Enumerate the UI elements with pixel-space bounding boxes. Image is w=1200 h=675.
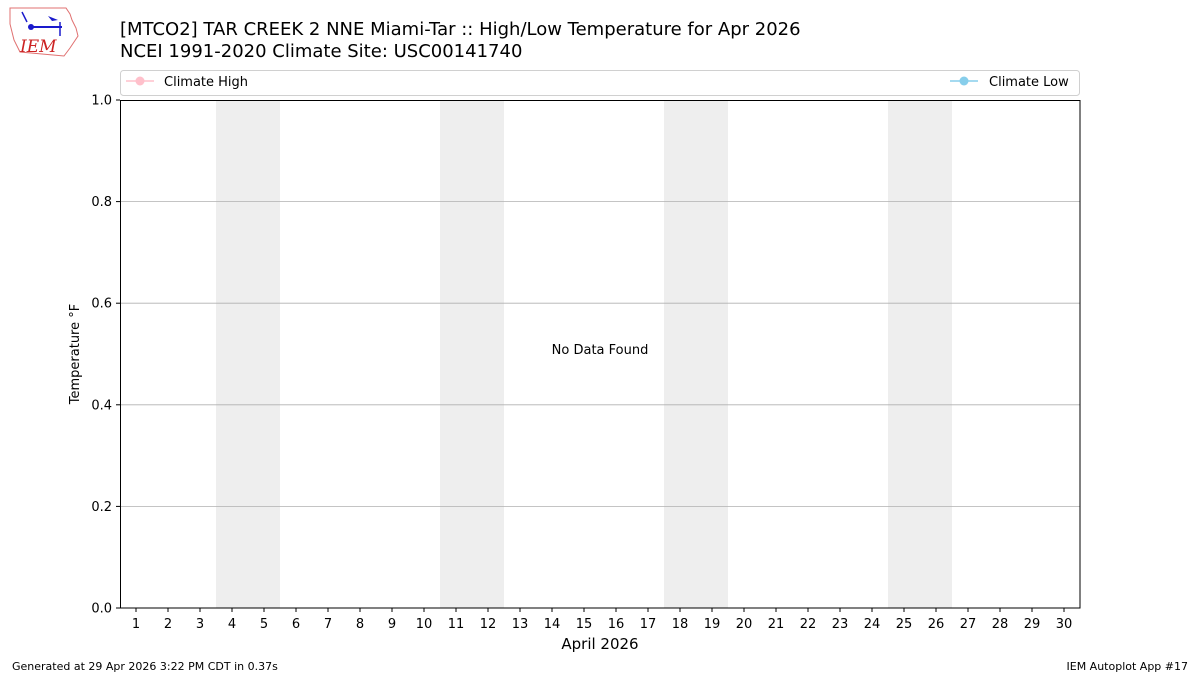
x-tick-label: 2 <box>164 617 172 632</box>
y-tick-label: 1.0 <box>91 94 112 109</box>
x-tick-label: 4 <box>228 617 236 632</box>
x-tick-label: 13 <box>512 617 529 632</box>
x-tick-label: 9 <box>388 617 396 632</box>
x-tick-label: 28 <box>992 617 1009 632</box>
x-tick-label: 25 <box>896 617 913 632</box>
x-tick-label: 26 <box>928 617 945 632</box>
y-tick-label: 0.0 <box>91 602 112 617</box>
plot-frame <box>120 100 1081 609</box>
x-tick-label: 18 <box>672 617 689 632</box>
y-tick-label: 0.4 <box>91 398 112 413</box>
x-tick-label: 16 <box>608 617 625 632</box>
x-tick-label: 8 <box>356 617 364 632</box>
legend-marker-low <box>959 76 969 86</box>
logo-text: IEM <box>19 37 57 57</box>
footer-app: IEM Autoplot App #17 <box>1067 660 1189 673</box>
x-tick-label: 30 <box>1056 617 1073 632</box>
x-tick-label: 21 <box>768 617 785 632</box>
legend-label-low: Climate Low <box>989 75 1069 90</box>
x-tick-label: 5 <box>260 617 268 632</box>
x-tick-label: 27 <box>960 617 977 632</box>
x-tick-label: 20 <box>736 617 753 632</box>
chart-title: [MTCO2] TAR CREEK 2 NNE Miami-Tar :: Hig… <box>120 19 801 40</box>
x-tick-label: 15 <box>576 617 593 632</box>
x-tick-label: 23 <box>832 617 849 632</box>
x-tick-label: 14 <box>544 617 561 632</box>
x-axis-label: April 2026 <box>561 635 638 653</box>
x-tick-label: 12 <box>480 617 497 632</box>
x-tick-label: 10 <box>416 617 433 632</box>
x-tick-label: 22 <box>800 617 817 632</box>
legend-label-high: Climate High <box>164 75 248 90</box>
x-tick-label: 24 <box>864 617 881 632</box>
weekend-shade <box>664 100 728 608</box>
x-tick-label: 11 <box>448 617 465 632</box>
x-tick-label: 17 <box>640 617 657 632</box>
legend: Climate High Climate Low <box>120 70 1080 96</box>
y-tick-label: 0.6 <box>91 297 112 312</box>
x-tick-label: 3 <box>196 617 204 632</box>
y-axis-label: Temperature °F <box>68 304 83 405</box>
legend-marker-high <box>135 76 145 86</box>
weekend-shade <box>440 100 504 608</box>
iem-logo: IEM <box>9 7 79 57</box>
x-tick-label: 1 <box>132 617 140 632</box>
y-tick-label: 0.2 <box>91 500 112 515</box>
weekend-shade <box>216 100 280 608</box>
chart-subtitle: NCEI 1991-2020 Climate Site: USC00141740 <box>120 41 522 62</box>
x-tick-label: 6 <box>292 617 300 632</box>
no-data-annotation: No Data Found <box>552 343 649 358</box>
x-tick-label: 19 <box>704 617 721 632</box>
footer-generated: Generated at 29 Apr 2026 3:22 PM CDT in … <box>12 660 278 673</box>
weekend-shade <box>888 100 952 608</box>
x-tick-label: 7 <box>324 617 332 632</box>
y-tick-label: 0.8 <box>91 195 112 210</box>
x-tick-label: 29 <box>1024 617 1041 632</box>
